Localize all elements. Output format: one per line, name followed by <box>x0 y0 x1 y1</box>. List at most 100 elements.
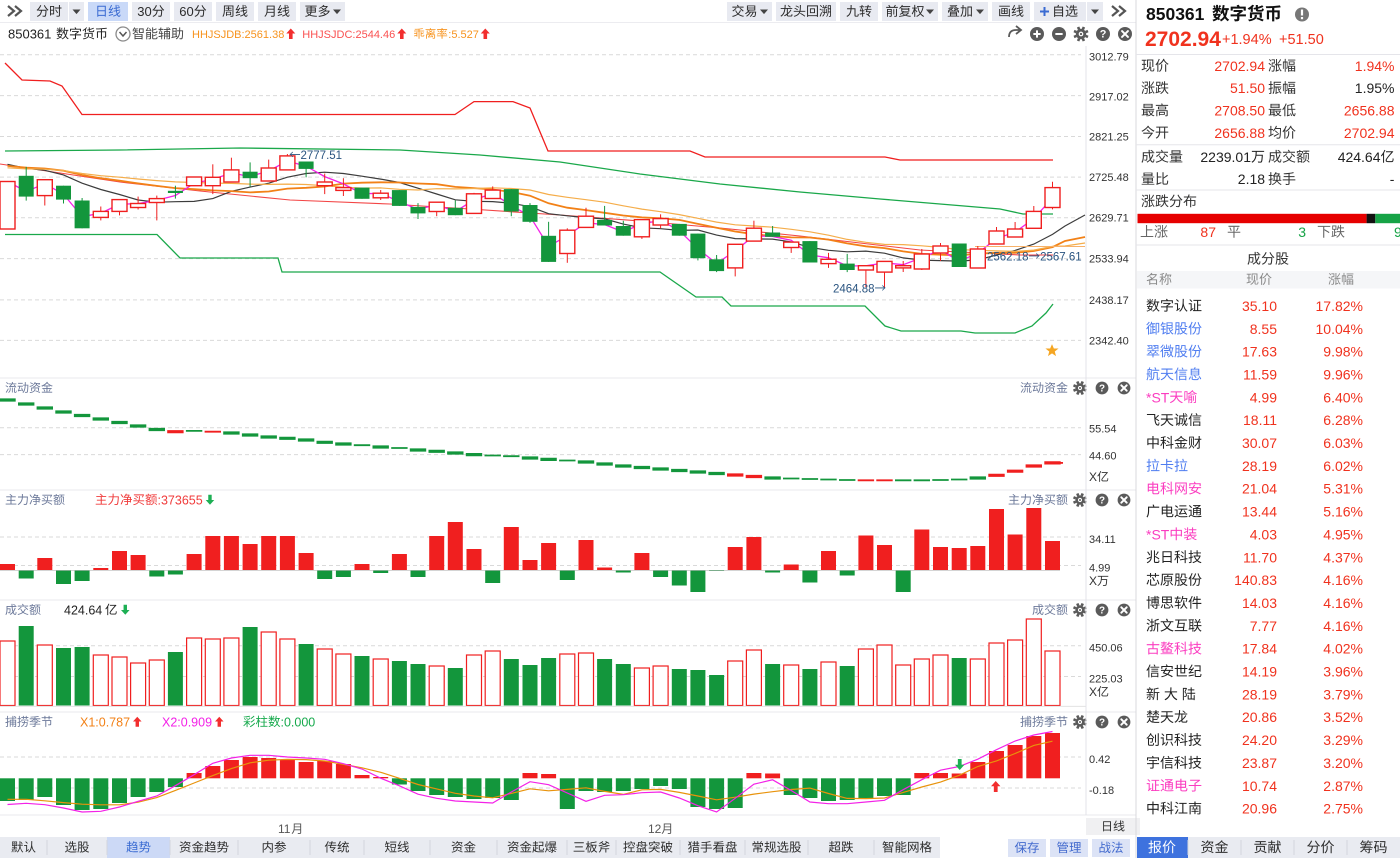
svg-text:6.03%: 6.03% <box>1323 435 1363 451</box>
svg-text:2342.40: 2342.40 <box>1089 335 1129 347</box>
svg-text:3.29%: 3.29% <box>1323 732 1363 748</box>
svg-text:HHJSJDC:2544.46: HHJSJDC:2544.46 <box>302 29 395 41</box>
svg-text:+1.94%: +1.94% <box>1222 32 1272 48</box>
svg-text:2.87%: 2.87% <box>1323 778 1363 794</box>
svg-text:11.70: 11.70 <box>1243 549 1277 565</box>
svg-text:9.98%: 9.98% <box>1323 344 1363 360</box>
svg-text:4.99: 4.99 <box>1250 389 1277 405</box>
svg-text:7.77: 7.77 <box>1250 618 1277 634</box>
svg-text:X2:0.909: X2:0.909 <box>162 715 212 729</box>
svg-text:55.54: 55.54 <box>1089 424 1117 436</box>
svg-text:17.63: 17.63 <box>1242 344 1277 360</box>
svg-text:-0.18: -0.18 <box>1089 785 1114 797</box>
svg-text:4.02%: 4.02% <box>1323 641 1363 657</box>
svg-text:20.96: 20.96 <box>1242 801 1277 817</box>
svg-text:2708.50: 2708.50 <box>1214 103 1265 119</box>
svg-text:28.19: 28.19 <box>1242 686 1277 702</box>
svg-text:225.03: 225.03 <box>1089 673 1123 685</box>
svg-text:2725.48: 2725.48 <box>1089 172 1129 184</box>
svg-text:X1:0.787: X1:0.787 <box>80 715 130 729</box>
svg-text:3.79%: 3.79% <box>1323 686 1363 702</box>
svg-text:4.03: 4.03 <box>1250 526 1277 542</box>
svg-text:60: 60 <box>179 4 193 19</box>
svg-text:2629.71: 2629.71 <box>1089 213 1129 225</box>
svg-text:-: - <box>1390 171 1395 187</box>
svg-text:87: 87 <box>1200 224 1216 240</box>
svg-text:2702.94: 2702.94 <box>1214 58 1265 74</box>
svg-text:6.40%: 6.40% <box>1323 389 1363 405</box>
svg-text:35.10: 35.10 <box>1242 298 1277 314</box>
svg-text:3.20%: 3.20% <box>1323 755 1363 771</box>
svg-text:8.55: 8.55 <box>1250 321 1277 337</box>
svg-text:10.04%: 10.04% <box>1316 321 1363 337</box>
svg-text:11: 11 <box>278 822 291 836</box>
svg-text:2702.94: 2702.94 <box>1344 125 1395 141</box>
svg-text:9.96%: 9.96% <box>1323 367 1363 383</box>
svg-text:1.95%: 1.95% <box>1355 80 1395 96</box>
svg-text:14.03: 14.03 <box>1242 595 1277 611</box>
svg-text:?: ? <box>1099 383 1105 394</box>
svg-text:11.59: 11.59 <box>1243 367 1277 383</box>
svg-text:2533.94: 2533.94 <box>1089 254 1129 266</box>
svg-text:HHJSJDB:2561.38: HHJSJDB:2561.38 <box>192 29 284 41</box>
svg-text:+51.50: +51.50 <box>1279 32 1324 48</box>
svg-text:4.16%: 4.16% <box>1323 572 1363 588</box>
svg-text:2821.25: 2821.25 <box>1089 131 1129 143</box>
svg-text:424.64: 424.64 <box>64 603 102 617</box>
svg-text:3: 3 <box>1298 224 1306 240</box>
svg-text:2702.94: 2702.94 <box>1145 28 1221 51</box>
svg-text:2562.18: 2562.18 <box>987 252 1029 264</box>
svg-text:2777.51: 2777.51 <box>301 150 343 162</box>
svg-text:140.83: 140.83 <box>1234 572 1277 588</box>
svg-text:?: ? <box>1099 605 1105 616</box>
svg-text:2917.02: 2917.02 <box>1089 92 1129 104</box>
svg-text:*ST: *ST <box>1146 526 1170 542</box>
svg-text:?: ? <box>1099 495 1105 506</box>
svg-text:0.42: 0.42 <box>1089 754 1110 766</box>
svg-text:6.02%: 6.02% <box>1323 458 1363 474</box>
svg-text::5.527: :5.527 <box>448 29 479 41</box>
svg-text:34.11: 34.11 <box>1089 534 1116 546</box>
svg-text:3.52%: 3.52% <box>1323 709 1363 725</box>
svg-text:24.20: 24.20 <box>1242 732 1277 748</box>
svg-text:4.37%: 4.37% <box>1323 549 1363 565</box>
svg-text:2656.88: 2656.88 <box>1344 103 1395 119</box>
svg-text:6.28%: 6.28% <box>1323 412 1363 428</box>
svg-text:5.31%: 5.31% <box>1323 481 1363 497</box>
svg-text:9: 9 <box>1394 224 1400 240</box>
svg-text:21.04: 21.04 <box>1242 481 1277 497</box>
svg-text:12: 12 <box>648 822 662 836</box>
svg-text:17.84: 17.84 <box>1242 641 1277 657</box>
svg-text:2656.88: 2656.88 <box>1214 125 1265 141</box>
svg-text:3.96%: 3.96% <box>1323 664 1363 680</box>
svg-text:X: X <box>1089 470 1097 484</box>
svg-text:424.64: 424.64 <box>1338 149 1381 165</box>
svg-text:14.19: 14.19 <box>1242 664 1277 680</box>
svg-text:5.16%: 5.16% <box>1323 504 1363 520</box>
svg-text:X: X <box>1089 574 1097 588</box>
svg-text:2.18: 2.18 <box>1238 171 1265 187</box>
svg-text:2438.17: 2438.17 <box>1089 295 1129 307</box>
svg-text:20.86: 20.86 <box>1242 709 1277 725</box>
svg-text:850361: 850361 <box>8 27 51 42</box>
svg-text:2567.61: 2567.61 <box>1040 252 1082 264</box>
svg-text:450.06: 450.06 <box>1089 643 1123 655</box>
svg-text:850361: 850361 <box>1146 4 1205 24</box>
svg-text:13.44: 13.44 <box>1242 504 1277 520</box>
svg-text:44.60: 44.60 <box>1089 451 1117 463</box>
svg-text:30: 30 <box>137 4 151 19</box>
svg-text:23.87: 23.87 <box>1242 755 1277 771</box>
svg-text:1.94%: 1.94% <box>1355 58 1395 74</box>
svg-text:17.82%: 17.82% <box>1316 298 1363 314</box>
svg-text:?: ? <box>1099 717 1105 728</box>
svg-text:4.16%: 4.16% <box>1323 618 1363 634</box>
svg-text:51.50: 51.50 <box>1230 80 1265 96</box>
svg-text:3012.79: 3012.79 <box>1089 52 1129 64</box>
svg-text:2464.88: 2464.88 <box>833 284 875 296</box>
svg-text:4.95%: 4.95% <box>1323 526 1363 542</box>
svg-text:2239.01: 2239.01 <box>1200 149 1251 165</box>
svg-text:10.74: 10.74 <box>1242 778 1277 794</box>
svg-text:?: ? <box>1100 29 1107 41</box>
svg-text:18.11: 18.11 <box>1243 412 1277 428</box>
svg-text::0.000: :0.000 <box>281 715 316 729</box>
